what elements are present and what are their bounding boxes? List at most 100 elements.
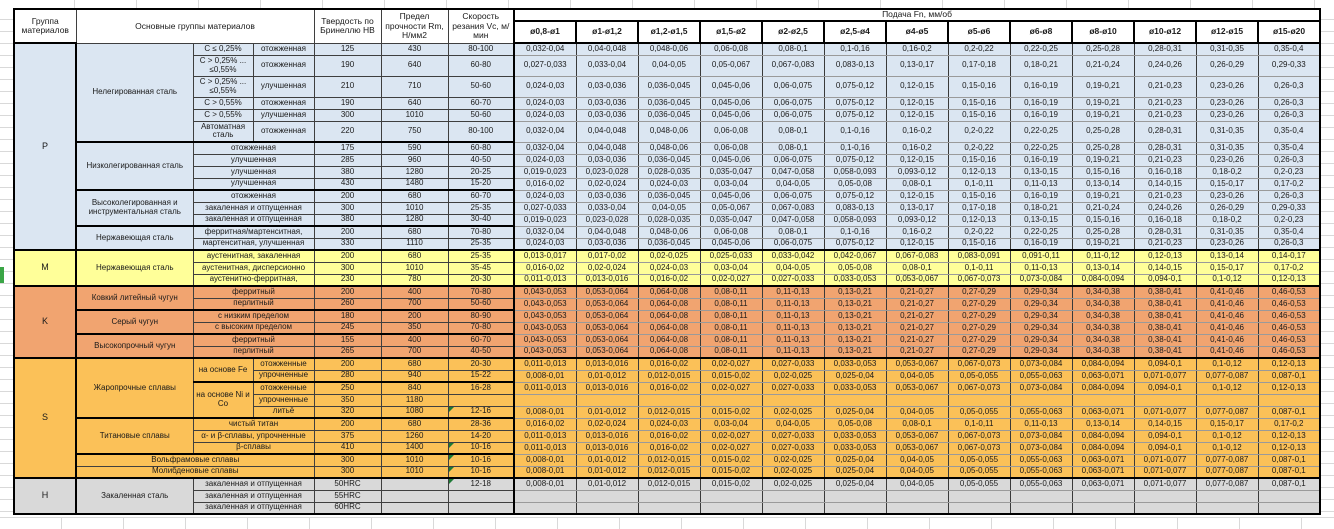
feed-cell[interactable]: 0,21-0,23: [1133, 96, 1197, 110]
strength-cell[interactable]: 940: [380, 369, 449, 383]
feed-cell[interactable]: 0,019-0,023: [513, 165, 577, 179]
subtype-cell[interactable]: отожженная: [192, 141, 315, 155]
strength-cell[interactable]: 1180: [380, 393, 449, 407]
feed-cell[interactable]: 0,043-0,053: [513, 333, 577, 347]
feed-cell[interactable]: 0,033-0,053: [823, 441, 887, 455]
feed-cell[interactable]: 0,02-0,027: [699, 357, 763, 371]
feed-cell[interactable]: 0,033-0,053: [823, 357, 887, 371]
strength-cell[interactable]: 1260: [380, 429, 449, 443]
feed-cell[interactable]: 0,04-0,048: [575, 42, 639, 56]
feed-cell[interactable]: 0,012-0,015: [637, 453, 701, 467]
feed-cell[interactable]: 0,35-0,4: [1257, 42, 1321, 56]
feed-cell[interactable]: [575, 501, 639, 515]
strength-cell[interactable]: 680: [380, 225, 449, 239]
feed-cell[interactable]: 0,16-0,19: [1009, 189, 1073, 203]
feed-cell[interactable]: 0,2-0,23: [1257, 213, 1321, 227]
feed-cell[interactable]: 0,06-0,075: [761, 108, 825, 122]
speed-cell[interactable]: 40-50: [447, 153, 516, 167]
feed-cell[interactable]: 0,11-0,13: [761, 309, 825, 323]
feed-cell[interactable]: 0,03-0,036: [575, 153, 639, 167]
feed-cell[interactable]: 0,02-0,024: [575, 261, 639, 275]
header-diameter-range[interactable]: ø4-ø5: [885, 20, 950, 44]
feed-cell[interactable]: 0,024-0,03: [513, 237, 577, 251]
strength-cell[interactable]: 680: [380, 249, 449, 263]
feed-cell[interactable]: [637, 501, 701, 515]
feed-cell[interactable]: 0,1-0,16: [823, 120, 887, 143]
feed-cell[interactable]: 0,14-0,15: [1133, 261, 1197, 275]
speed-cell[interactable]: 80-100: [447, 120, 516, 143]
header-diameter-range[interactable]: ø1,5-ø2: [699, 20, 764, 44]
feed-cell[interactable]: 0,023-0,028: [575, 213, 639, 227]
feed-cell[interactable]: 0,013-0,016: [575, 273, 639, 287]
subtype-cell[interactable]: улучшенная: [252, 75, 315, 98]
strength-cell[interactable]: 1010: [380, 453, 449, 467]
feed-cell[interactable]: 0,03-0,04: [699, 417, 763, 431]
feed-cell[interactable]: 0,46-0,53: [1257, 321, 1321, 335]
feed-cell[interactable]: 0,05-0,08: [823, 177, 887, 191]
feed-cell[interactable]: [823, 489, 887, 503]
feed-cell[interactable]: 0,13-0,21: [823, 333, 887, 347]
feed-cell[interactable]: 0,2-0,22: [947, 42, 1011, 56]
hardness-cell[interactable]: 280: [313, 369, 382, 383]
feed-cell[interactable]: [1195, 501, 1259, 515]
feed-cell[interactable]: 0,025-0,04: [823, 465, 887, 479]
feed-cell[interactable]: 0,048-0,06: [637, 42, 701, 56]
feed-cell[interactable]: 0,04-0,05: [885, 465, 949, 479]
feed-cell[interactable]: 0,055-0,063: [1009, 465, 1073, 479]
feed-cell[interactable]: 0,16-0,19: [1009, 75, 1073, 98]
feed-cell[interactable]: 0,29-0,33: [1257, 201, 1321, 215]
feed-cell[interactable]: 0,024-0,03: [513, 96, 577, 110]
feed-cell[interactable]: 0,033-0,04: [575, 54, 639, 77]
feed-cell[interactable]: 0,28-0,31: [1133, 42, 1197, 56]
feed-cell[interactable]: 0,26-0,3: [1257, 108, 1321, 122]
feed-cell[interactable]: 0,21-0,27: [885, 333, 949, 347]
feed-cell[interactable]: 0,21-0,24: [1071, 201, 1135, 215]
feed-cell[interactable]: 0,12-0,13: [1133, 249, 1197, 263]
feed-cell[interactable]: 0,05-0,055: [947, 477, 1011, 491]
main-group-cell[interactable]: Жаропрочные сплавы: [75, 357, 194, 419]
speed-cell[interactable]: [447, 393, 516, 407]
feed-cell[interactable]: 0,16-0,19: [1009, 108, 1073, 122]
feed-cell[interactable]: 0,033-0,053: [823, 429, 887, 443]
strength-cell[interactable]: 590: [380, 141, 449, 155]
strength-cell[interactable]: 350: [380, 321, 449, 335]
main-group-cell[interactable]: Закаленная сталь: [75, 477, 194, 515]
strength-cell[interactable]: 1010: [380, 465, 449, 479]
feed-cell[interactable]: 0,083-0,13: [823, 54, 887, 77]
feed-cell[interactable]: 0,02-0,025: [761, 453, 825, 467]
feed-cell[interactable]: 0,12-0,15: [885, 75, 949, 98]
feed-cell[interactable]: 0,34-0,38: [1071, 309, 1135, 323]
material-group-letter[interactable]: P: [13, 42, 77, 251]
feed-cell[interactable]: 0,05-0,055: [947, 465, 1011, 479]
feed-cell[interactable]: 0,25-0,28: [1071, 225, 1135, 239]
feed-cell[interactable]: 0,05-0,067: [699, 54, 763, 77]
feed-cell[interactable]: 0,013-0,016: [575, 357, 639, 371]
feed-cell[interactable]: 0,31-0,35: [1195, 120, 1259, 143]
feed-cell[interactable]: 0,15-0,16: [1071, 213, 1135, 227]
speed-cell[interactable]: 50-60: [447, 297, 516, 311]
feed-cell[interactable]: 0,064-0,08: [637, 309, 701, 323]
speed-cell[interactable]: [447, 489, 516, 503]
feed-cell[interactable]: 0,25-0,28: [1071, 42, 1135, 56]
feed-cell[interactable]: 0,08-0,1: [761, 42, 825, 56]
feed-cell[interactable]: 0,1-0,16: [823, 141, 887, 155]
feed-cell[interactable]: 0,11-0,13: [761, 285, 825, 299]
feed-cell[interactable]: 0,11-0,13: [1009, 417, 1073, 431]
feed-cell[interactable]: 0,027-0,033: [761, 381, 825, 395]
feed-cell[interactable]: 0,067-0,073: [947, 357, 1011, 371]
feed-cell[interactable]: 0,077-0,087: [1195, 369, 1259, 383]
feed-cell[interactable]: 0,31-0,35: [1195, 225, 1259, 239]
feed-cell[interactable]: 0,053-0,067: [885, 357, 949, 371]
feed-cell[interactable]: 0,21-0,23: [1133, 237, 1197, 251]
feed-cell[interactable]: 0,17-0,2: [1257, 417, 1321, 431]
speed-cell[interactable]: 40-50: [447, 345, 516, 359]
strength-cell[interactable]: 680: [380, 417, 449, 431]
feed-cell[interactable]: 0,06-0,08: [699, 120, 763, 143]
feed-cell[interactable]: 0,028-0,035: [637, 213, 701, 227]
feed-cell[interactable]: 0,025-0,04: [823, 477, 887, 491]
feed-cell[interactable]: 0,41-0,46: [1195, 345, 1259, 359]
feed-cell[interactable]: 0,17-0,18: [947, 201, 1011, 215]
feed-cell[interactable]: 0,011-0,013: [513, 273, 577, 287]
subtype-cell[interactable]: закаленная и отпущенная: [192, 489, 315, 503]
hardness-cell[interactable]: 155: [313, 333, 382, 347]
